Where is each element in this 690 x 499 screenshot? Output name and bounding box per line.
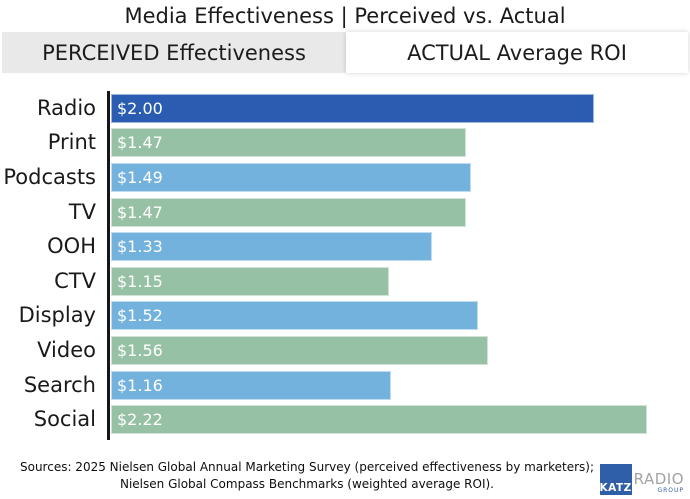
chart-row: Print $1.47 xyxy=(0,126,690,161)
category-label: TV xyxy=(68,199,96,224)
sources-footer: Sources: 2025 Nielsen Global Annual Mark… xyxy=(0,459,614,492)
tab-actual-average-roi[interactable]: ACTUAL Average ROI xyxy=(346,32,688,73)
category-label: Print xyxy=(47,130,96,155)
bar-value-label: $1.47 xyxy=(117,202,163,222)
logo-wordmark: RADIO GROUP xyxy=(633,469,684,495)
chart-row: OOH $1.33 xyxy=(0,229,690,264)
category-label: Display xyxy=(18,303,96,328)
chart-row: TV $1.47 xyxy=(0,195,690,230)
tab-perceived-effectiveness[interactable]: PERCEIVED Effectiveness xyxy=(2,32,346,73)
bar-search: $1.16 xyxy=(111,370,391,400)
bar-value-label: $2.00 xyxy=(117,98,163,118)
category-label: Podcasts xyxy=(3,164,96,189)
chart-title: Media Effectiveness | Perceived vs. Actu… xyxy=(124,4,566,28)
source-line-1: Sources: 2025 Nielsen Global Annual Mark… xyxy=(19,460,594,474)
bar-ctv: $1.15 xyxy=(111,266,389,296)
tab-bar: PERCEIVED Effectiveness ACTUAL Average R… xyxy=(2,32,688,73)
category-label: Search xyxy=(23,372,96,397)
logo-group-text: GROUP xyxy=(657,486,684,494)
chart-row: Search $1.16 xyxy=(0,368,690,403)
katz-logo-box: KATZ xyxy=(600,464,632,495)
bar-video: $1.56 xyxy=(111,335,488,365)
bar-ooh: $1.33 xyxy=(111,232,432,262)
bar-value-label: $1.47 xyxy=(117,133,163,153)
chart-row: Social $2.22 xyxy=(0,402,690,437)
bar-value-label: $1.33 xyxy=(117,237,163,257)
bar-value-label: $1.56 xyxy=(117,340,163,360)
chart-row: Podcasts $1.49 xyxy=(0,160,690,195)
bar-tv: $1.47 xyxy=(111,197,466,227)
bar-value-label: $2.22 xyxy=(117,410,163,430)
katz-radio-group-logo: KATZ RADIO GROUP xyxy=(600,464,684,495)
bar-value-label: $1.49 xyxy=(117,167,163,187)
logo-katz-text: KATZ xyxy=(599,482,632,494)
bar-print: $1.47 xyxy=(111,128,466,158)
bar-social: $2.22 xyxy=(111,405,647,435)
category-label: OOH xyxy=(47,234,96,259)
category-label: Video xyxy=(37,337,96,362)
chart-row: Display $1.52 xyxy=(0,299,690,334)
category-label: CTV xyxy=(54,268,96,293)
bar-value-label: $1.52 xyxy=(117,306,163,326)
source-line-2: Nielsen Global Compass Benchmarks (weigh… xyxy=(119,476,494,491)
bar-value-label: $1.16 xyxy=(117,375,163,395)
bar-podcasts: $1.49 xyxy=(111,162,471,192)
bar-radio: $2.00 xyxy=(111,93,594,123)
bar-chart: Radio $2.00 Print $1.47 Podcasts $1.49 TV $1.47… xyxy=(0,91,690,437)
category-label: Radio xyxy=(36,95,96,120)
chart-row: Radio $2.00 xyxy=(0,91,690,126)
bar-display: $1.52 xyxy=(111,301,478,331)
y-axis-line xyxy=(107,91,110,440)
chart-row: Video $1.56 xyxy=(0,333,690,368)
chart-row: CTV $1.15 xyxy=(0,264,690,299)
category-label: Social xyxy=(33,407,96,432)
logo-radio-text: RADIO xyxy=(633,469,684,488)
bar-value-label: $1.15 xyxy=(117,271,163,291)
